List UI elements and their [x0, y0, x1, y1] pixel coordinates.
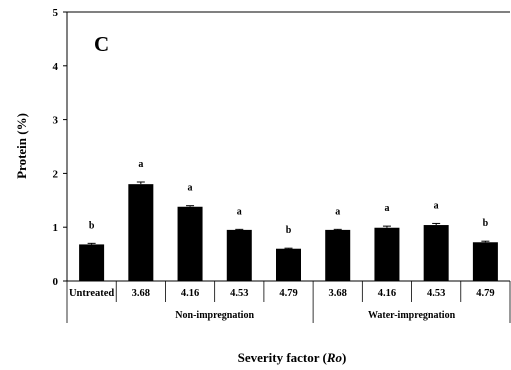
x-tick-label: 4.53: [230, 288, 248, 299]
x-tick-label: 3.68: [329, 288, 347, 299]
y-tick-label: 4: [53, 61, 59, 73]
significance-letter: a: [335, 206, 340, 217]
bar: [325, 229, 351, 281]
significance-letter: b: [483, 218, 489, 229]
y-tick-label: 0: [53, 276, 59, 288]
significance-letter: a: [384, 203, 389, 214]
bar: [423, 225, 449, 281]
x-tick-label: 4.16: [181, 288, 199, 299]
y-tick-label: 5: [53, 7, 59, 19]
bar: [79, 244, 105, 281]
axes: 0 1 2 3 4 5 Untreated 3.68 4.16 4.53 4.79 3.68 4.16 4…: [53, 7, 511, 323]
x-tick-label: 4.16: [378, 288, 396, 299]
significance-letter: a: [188, 183, 193, 194]
x-tick-label: Untreated: [69, 288, 114, 299]
x-tick-label: 4.79: [476, 288, 494, 299]
bar: [128, 184, 154, 281]
x-tick-label: 3.68: [132, 288, 150, 299]
significance-letter: b: [286, 225, 292, 236]
bar: [472, 242, 498, 281]
y-tick-label: 1: [53, 222, 59, 234]
x-axis-label-symbol: Ro: [326, 350, 343, 365]
x-tick-label: 4.53: [427, 288, 445, 299]
bar: [177, 206, 203, 281]
bars: b a a a b a a a b: [79, 159, 498, 281]
bar: [374, 227, 400, 281]
significance-letter: a: [434, 200, 439, 211]
x-tick-label: 4.79: [279, 288, 297, 299]
y-axis-label: Protein (%): [14, 113, 29, 179]
x-axis-label: Severity factor (Ro): [238, 350, 347, 365]
significance-letter: b: [89, 220, 95, 231]
y-tick-label: 2: [53, 168, 59, 180]
bar: [226, 229, 252, 281]
x-axis-label-prefix: Severity factor (: [238, 350, 327, 365]
panel-label: C: [94, 32, 109, 56]
significance-letter: a: [138, 159, 143, 170]
x-axis-label-suffix: ): [342, 350, 346, 365]
group-label: Non-impregnation: [175, 310, 254, 321]
y-tick-label: 3: [53, 115, 59, 127]
significance-letter: a: [237, 206, 242, 217]
group-label: Water-impregnation: [368, 310, 456, 321]
bar: [276, 248, 301, 281]
